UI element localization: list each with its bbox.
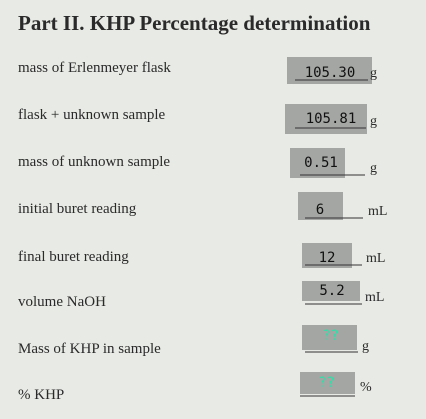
value-highlight [302, 243, 352, 268]
field-label: mass of Erlenmeyer flask [18, 60, 171, 76]
field-unit: mL [368, 204, 387, 219]
value-highlight [302, 281, 360, 301]
field-unit: g [370, 161, 377, 176]
field-value: 105.30 [305, 65, 356, 81]
value-highlight [302, 325, 357, 350]
field-unit: mL [365, 290, 384, 305]
field-unit: % [360, 380, 372, 395]
field-label: flask + unknown sample [18, 107, 166, 123]
value-highlight [285, 104, 367, 134]
field-label: final buret reading [18, 249, 129, 265]
field-value: 6 [316, 202, 324, 218]
field-label: % KHP [18, 387, 64, 403]
field-label: Mass of KHP in sample [18, 341, 161, 357]
field-label: volume NaOH [18, 294, 106, 310]
value-highlight [298, 192, 343, 220]
field-value: ?? [322, 328, 339, 344]
field-value: 5.2 [319, 283, 344, 299]
field-unit: g [370, 66, 377, 81]
value-highlight [290, 148, 345, 178]
section-title: Part II. KHP Percentage determination [18, 11, 371, 35]
field-value: 0.51 [304, 155, 338, 171]
field-label: initial buret reading [18, 201, 137, 217]
field-unit: mL [366, 251, 385, 266]
field-unit: g [362, 339, 369, 354]
field-value: 12 [319, 250, 336, 266]
value-highlight [300, 372, 355, 394]
field-unit: g [370, 114, 377, 129]
field-value: 105.81 [306, 111, 357, 127]
field-value: ?? [318, 375, 335, 391]
field-label: mass of unknown sample [18, 154, 170, 170]
